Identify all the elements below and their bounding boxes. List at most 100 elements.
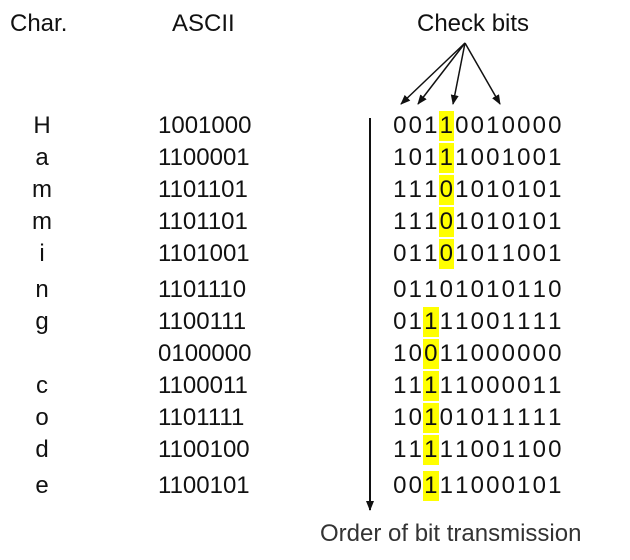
bit: 0	[408, 404, 422, 431]
bit: 1	[486, 176, 500, 203]
bit: 1	[439, 308, 453, 335]
bit: 1	[501, 308, 515, 335]
bit: 0	[517, 340, 531, 367]
bit: 1	[393, 340, 407, 367]
bit: 1	[408, 372, 422, 399]
bit: 0	[470, 436, 484, 463]
bit: 1	[532, 404, 546, 431]
bit: 1	[455, 436, 469, 463]
char-cell: n	[35, 276, 49, 303]
bit: 0	[486, 308, 500, 335]
bit: 1	[501, 144, 515, 171]
bit: 1	[408, 176, 422, 203]
ascii-cell: 1100100	[158, 436, 250, 463]
ascii-cell: 1100011	[158, 372, 248, 399]
bit: 0	[532, 112, 546, 139]
bit: 1	[486, 240, 500, 267]
bit: 1	[408, 240, 422, 267]
highlighted-bit: 0	[438, 175, 454, 205]
bit: 1	[455, 240, 469, 267]
bit: 1	[408, 276, 422, 303]
highlighted-bit: 1	[423, 371, 439, 401]
bit: 0	[486, 340, 500, 367]
bit: 1	[393, 372, 407, 399]
char-cell: c	[36, 372, 48, 399]
bit: 1	[393, 176, 407, 203]
bit: 1	[424, 144, 438, 171]
highlighted-bit: 1	[438, 143, 454, 173]
bit: 0	[517, 240, 531, 267]
header-char: Char.	[10, 10, 68, 37]
bit: 1	[424, 176, 438, 203]
bit: 1	[517, 472, 531, 499]
bit: 1	[486, 276, 500, 303]
bit: 1	[517, 276, 531, 303]
bit: 0	[393, 472, 407, 499]
bit: 1	[424, 112, 438, 139]
bit: 1	[455, 208, 469, 235]
bit: 1	[408, 208, 422, 235]
bit: 1	[517, 404, 531, 431]
bit: 0	[486, 436, 500, 463]
char-cell: m	[32, 208, 52, 235]
ascii-cell: 1001000	[158, 112, 252, 139]
check-bit-arrow	[417, 42, 466, 105]
bit: 0	[532, 436, 546, 463]
highlighted-bit: 1	[438, 111, 454, 141]
bit: 0	[439, 276, 453, 303]
highlighted-bit: 1	[423, 307, 439, 337]
bit: 0	[439, 404, 453, 431]
bit: 1	[439, 436, 453, 463]
bit: 0	[548, 436, 562, 463]
char-cell	[22, 339, 62, 369]
bit: 0	[393, 240, 407, 267]
bit: 0	[501, 372, 515, 399]
bit: 1	[548, 208, 562, 235]
ascii-cell: 0100000	[158, 340, 252, 367]
bit: 1	[424, 208, 438, 235]
bit: 0	[470, 372, 484, 399]
bit: 0	[501, 276, 515, 303]
highlighted-bit: 0	[423, 339, 439, 369]
bit: 1	[455, 144, 469, 171]
bit: 0	[548, 112, 562, 139]
bit: 0	[470, 208, 484, 235]
bit: 1	[517, 208, 531, 235]
bit: 1	[455, 308, 469, 335]
bit: 0	[470, 240, 484, 267]
char-cell: e	[35, 472, 49, 499]
bit: 1	[393, 144, 407, 171]
bit: 1	[548, 144, 562, 171]
check-bit-arrow	[464, 42, 501, 105]
bit: 0	[532, 144, 546, 171]
bit: 1	[439, 340, 453, 367]
bit: 0	[501, 176, 515, 203]
char-cell: a	[35, 144, 49, 171]
bit: 0	[455, 112, 469, 139]
bit: 1	[548, 472, 562, 499]
bit: 0	[501, 472, 515, 499]
bit: 1	[455, 276, 469, 303]
bit: 0	[532, 176, 546, 203]
bit: 0	[470, 144, 484, 171]
bit: 0	[532, 208, 546, 235]
bit: 0	[532, 240, 546, 267]
bit: 0	[408, 112, 422, 139]
bit: 0	[548, 340, 562, 367]
ascii-cell: 1101101	[158, 176, 248, 203]
bit: 1	[532, 276, 546, 303]
bit: 1	[532, 372, 546, 399]
bit: 1	[501, 436, 515, 463]
bit: 1	[486, 404, 500, 431]
bit: 0	[393, 112, 407, 139]
ascii-cell: 1101001	[158, 240, 250, 267]
bit: 1	[424, 276, 438, 303]
bit: 1	[548, 240, 562, 267]
transmission-label: Order of bit transmission	[320, 520, 582, 547]
